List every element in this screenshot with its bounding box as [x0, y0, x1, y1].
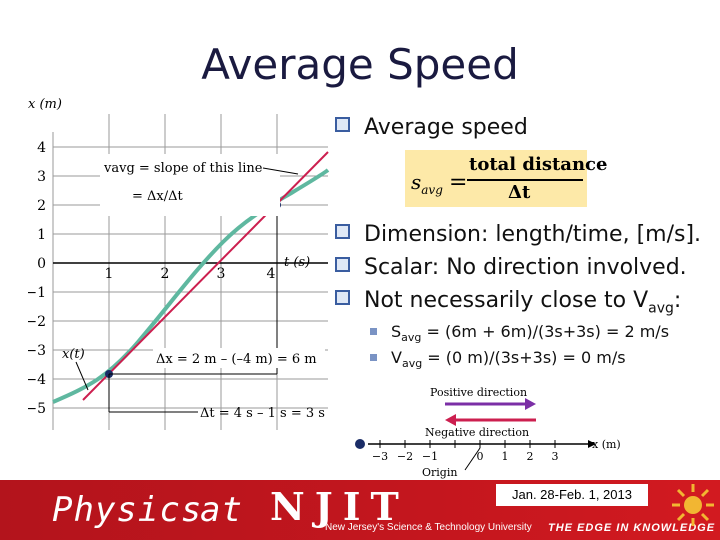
- x-tick-label: 1: [105, 266, 114, 282]
- origin-label: Origin: [422, 466, 457, 479]
- speed-formula-box: savg = total distance Δt: [405, 150, 607, 207]
- x-tick-label: 4: [267, 266, 276, 282]
- secant-line: [82, 151, 329, 401]
- y-tick-label: −2: [28, 314, 46, 330]
- sub-bullet-savg: Savg = (6m + 6m)/(3s+3s) = 2 m/s: [370, 322, 669, 344]
- y-tick-label: −4: [28, 372, 46, 388]
- bullet-average-speed: Average speed: [335, 115, 528, 140]
- origin-leader: [464, 447, 481, 471]
- positive-direction-label: Positive direction: [430, 386, 527, 399]
- xt-leader: [75, 361, 89, 391]
- negative-arrowhead: [445, 414, 456, 426]
- axis-tick-label: 3: [552, 450, 559, 463]
- vavg-leader: [262, 167, 299, 175]
- formula-equals: =: [449, 170, 468, 195]
- vavg-annotation-line1: vavg = slope of this line: [103, 161, 263, 176]
- negative-direction-label: Negative direction: [425, 426, 529, 439]
- sun-logo-icon: [672, 484, 714, 526]
- y-tick-label: 3: [37, 169, 46, 185]
- positive-arrowhead: [525, 398, 536, 410]
- x-tick-label: 2: [161, 266, 170, 282]
- y-tick-label: −1: [28, 285, 46, 301]
- y-tick-label: 4: [37, 140, 46, 156]
- formula-numerator: total distance: [469, 154, 608, 175]
- bullet-marker-icon: [335, 257, 350, 272]
- delta-x-bg: [153, 348, 325, 368]
- axis-tick-label: 0: [477, 450, 484, 463]
- bullet-marker-icon: [335, 290, 350, 305]
- x-axis-label: x (m): [592, 438, 621, 451]
- start-marker: [355, 439, 365, 449]
- sub-bullet-marker-icon: [370, 354, 377, 361]
- slide-title: Average Speed: [201, 40, 519, 89]
- y-tick-label: −3: [28, 343, 46, 359]
- bullet-not-close: Not necessarily close to Vavg:: [335, 288, 681, 316]
- formula-denominator: Δt: [508, 182, 531, 203]
- bullet-marker-icon: [335, 117, 350, 132]
- bullet-marker-icon: [335, 224, 350, 239]
- fraction-bar: [467, 179, 583, 181]
- vavg-annotation-line2: = Δx/Δt: [132, 189, 184, 204]
- y-tick-label: 2: [37, 198, 46, 214]
- direction-axis-diagram: Positive direction Negative direction x …: [355, 386, 621, 479]
- sub-bullet-vavg: Vavg = (0 m)/(3s+3s) = 0 m/s: [370, 348, 626, 370]
- x-axis-arrowhead: [588, 440, 596, 448]
- axis-tick-label: −1: [422, 450, 438, 463]
- y-tick-label: 0: [37, 256, 46, 272]
- date-box: Jan. 28-Feb. 1, 2013: [496, 484, 648, 506]
- footer-at-text: at: [200, 490, 243, 530]
- x-tick-label: 3: [217, 266, 226, 282]
- delta-x-label: Δx = 2 m – (–4 m) = 6 m: [156, 352, 317, 367]
- position-time-graph: x (m) 4 3 2 1 0 −1 −2 −3 −4 −5 1 2 3 4 t…: [28, 97, 330, 430]
- edge-in-knowledge-text: THE EDGE IN KNOWLEDGE: [548, 522, 716, 534]
- y-tick-label: −5: [28, 401, 46, 417]
- bullet-scalar: Scalar: No direction involved.: [335, 255, 687, 280]
- delta-t-label: Δt = 4 s – 1 s = 3 s: [200, 406, 325, 421]
- footer-physics-text: Physics: [52, 490, 203, 530]
- axis-tick-label: 2: [527, 450, 534, 463]
- axis-tick-label: −3: [372, 450, 388, 463]
- axis-tick-label: 1: [502, 450, 509, 463]
- y-axis-label: x (m): [28, 97, 62, 112]
- bullet-dimension: Dimension: length/time, [m/s].: [335, 222, 701, 247]
- formula-lhs: savg: [411, 170, 443, 197]
- footer-banner: Physics at NJIT New Jersey's Science & T…: [0, 480, 720, 540]
- njit-logo: NJIT: [270, 484, 409, 529]
- xt-label: x(t): [62, 347, 85, 362]
- t-axis-label: t (s): [284, 255, 310, 270]
- y-tick-label: 1: [37, 227, 46, 243]
- vavg-annotation-bg: [100, 154, 280, 216]
- sub-bullet-marker-icon: [370, 328, 377, 335]
- njit-tagline: New Jersey's Science & Technology Univer…: [325, 522, 532, 533]
- axis-tick-label: −2: [397, 450, 413, 463]
